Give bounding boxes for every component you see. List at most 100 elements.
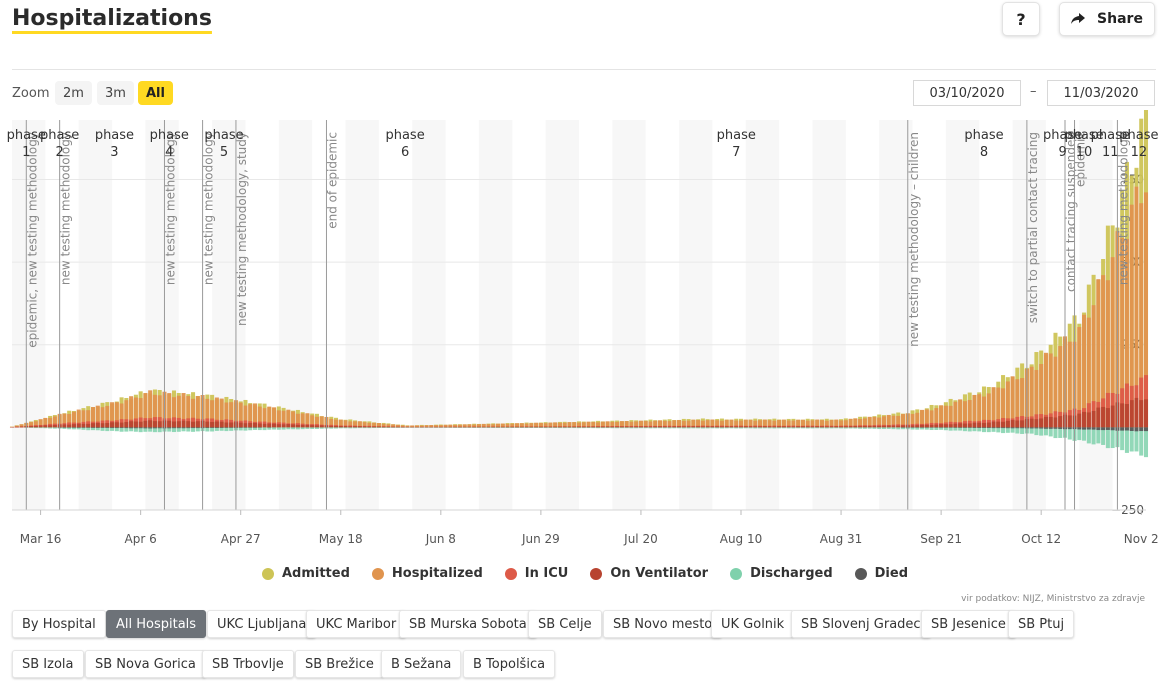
bar-on-ventilator [877, 425, 882, 428]
bar-died [1086, 427, 1091, 430]
bar-hospitalized [738, 420, 744, 428]
bar-discharged [800, 427, 805, 429]
hospital-button-sb-novo-mesto[interactable]: SB Novo mesto [603, 610, 723, 638]
bar-died [972, 427, 977, 428]
legend-item-on-ventilator[interactable]: On Ventilator [590, 566, 708, 581]
zoom-2m-button[interactable]: 2m [55, 81, 92, 105]
bar-hospitalized [534, 422, 539, 428]
bar-discharged [900, 427, 906, 430]
bar-on-ventilator [286, 424, 291, 428]
bar-on-ventilator [376, 426, 381, 428]
bar-on-ventilator [977, 422, 982, 428]
bar-hospitalized [38, 419, 43, 428]
hospital-button-sb-slovenj-gradec[interactable]: SB Slovenj Gradec [791, 610, 931, 638]
bar-discharged [691, 427, 696, 429]
bar-discharged [777, 427, 782, 429]
bar-hospitalized [1010, 376, 1015, 428]
bar-hospitalized [186, 396, 191, 428]
bar-discharged [991, 427, 996, 432]
hospital-button-uk-golnik[interactable]: UK Golnik [711, 610, 795, 638]
bar-discharged [81, 427, 86, 430]
hospital-button-sb-bre-ice[interactable]: SB Brežice [295, 650, 384, 678]
bar-hospitalized [319, 416, 324, 428]
hospitalizations-chart[interactable]: −250250500750epidemic, new testing metho… [0, 110, 1170, 555]
bar-discharged [624, 427, 629, 429]
bar-on-ventilator [867, 425, 872, 428]
hospital-button-sb-celje[interactable]: SB Celje [528, 610, 602, 638]
bar-on-ventilator [1010, 420, 1015, 428]
hospital-button-ukc-maribor[interactable]: UKC Maribor [306, 610, 407, 638]
legend-swatch [730, 567, 743, 580]
date-to-input[interactable]: 11/03/2020 [1047, 80, 1155, 106]
bar-hospitalized [920, 409, 925, 428]
bar-on-ventilator [615, 426, 620, 428]
bar-on-ventilator [557, 426, 562, 428]
hospital-button-sb-ptuj[interactable]: SB Ptuj [1008, 610, 1075, 638]
x-tick-label: Sep 21 [920, 532, 962, 546]
hospital-button-sb-nova-gorica[interactable]: SB Nova Gorica [85, 650, 206, 678]
bar-hospitalized [619, 421, 624, 428]
bar-discharged [962, 427, 967, 432]
bar-hospitalized [52, 416, 57, 428]
hospital-button-ukc-ljubljana[interactable]: UKC Ljubljana [207, 610, 317, 638]
bar-on-ventilator [839, 426, 844, 428]
hospital-button-b-se-ana[interactable]: B Sežana [381, 650, 462, 678]
bar-hospitalized [1043, 352, 1048, 428]
bar-died [186, 427, 191, 429]
event-label: new testing methodology – children [907, 132, 921, 347]
bar-discharged [862, 427, 867, 429]
zoom-3m-button[interactable]: 3m [97, 81, 134, 105]
bar-hospitalized [605, 421, 610, 428]
bar-hospitalized [734, 420, 739, 428]
bar-hospitalized [157, 395, 162, 428]
legend-item-admitted[interactable]: Admitted [261, 566, 350, 581]
bar-on-ventilator [1067, 415, 1072, 428]
bar-on-ventilator [295, 424, 300, 428]
bar-discharged [300, 427, 305, 430]
bar-hospitalized [1134, 186, 1139, 428]
bar-on-ventilator [920, 424, 925, 428]
help-button[interactable]: ? [1002, 2, 1040, 36]
event-label: epidemic [1074, 132, 1088, 187]
date-from-input[interactable]: 03/10/2020 [913, 80, 1021, 106]
legend-item-in-icu[interactable]: In ICU [504, 566, 568, 581]
hospital-button-sb-izola[interactable]: SB Izola [12, 650, 84, 678]
bar-hospitalized [562, 422, 567, 428]
hospital-button-by-hospital[interactable]: By Hospital [12, 610, 106, 638]
bar-discharged [910, 427, 915, 430]
phase-number: 2 [56, 145, 64, 160]
bar-hospitalized [367, 422, 372, 428]
bar-on-ventilator [696, 426, 701, 428]
zoom-all-button[interactable]: All [138, 81, 173, 105]
hospital-button-sb-trbovlje[interactable]: SB Trbovlje [202, 650, 294, 678]
bar-died [1015, 427, 1020, 429]
bar-discharged [1110, 427, 1115, 449]
bar-hospitalized [176, 395, 181, 428]
hospital-button-sb-murska-sobota[interactable]: SB Murska Sobota [399, 610, 537, 638]
bar-on-ventilator [100, 423, 105, 428]
bar-hospitalized [862, 418, 867, 428]
bar-on-ventilator [972, 422, 977, 428]
hospital-button-all-hospitals[interactable]: All Hospitals [106, 610, 207, 638]
bar-discharged [896, 427, 901, 430]
bar-hospitalized [1129, 204, 1134, 428]
legend-item-died[interactable]: Died [854, 566, 908, 581]
bar-hospitalized [896, 415, 901, 428]
bar-on-ventilator [500, 426, 505, 428]
event-label: end of epidemic [325, 132, 339, 229]
bar-discharged [1015, 427, 1020, 434]
bar-on-ventilator [481, 426, 486, 428]
bar-on-ventilator [791, 426, 796, 428]
hospital-button-sb-jesenice[interactable]: SB Jesenice [921, 610, 1016, 638]
bar-discharged [886, 427, 891, 429]
bar-hospitalized [114, 402, 119, 428]
bar-hospitalized [1124, 238, 1129, 428]
bar-discharged [772, 427, 777, 429]
bar-discharged [686, 427, 691, 429]
bar-hospitalized [815, 419, 820, 428]
bar-on-ventilator [681, 426, 686, 428]
legend-item-hospitalized[interactable]: Hospitalized [371, 566, 483, 581]
legend-item-discharged[interactable]: Discharged [730, 566, 833, 581]
hospital-button-b-topol-ica[interactable]: B Topolšica [463, 650, 556, 678]
share-button[interactable]: Share [1059, 2, 1155, 36]
